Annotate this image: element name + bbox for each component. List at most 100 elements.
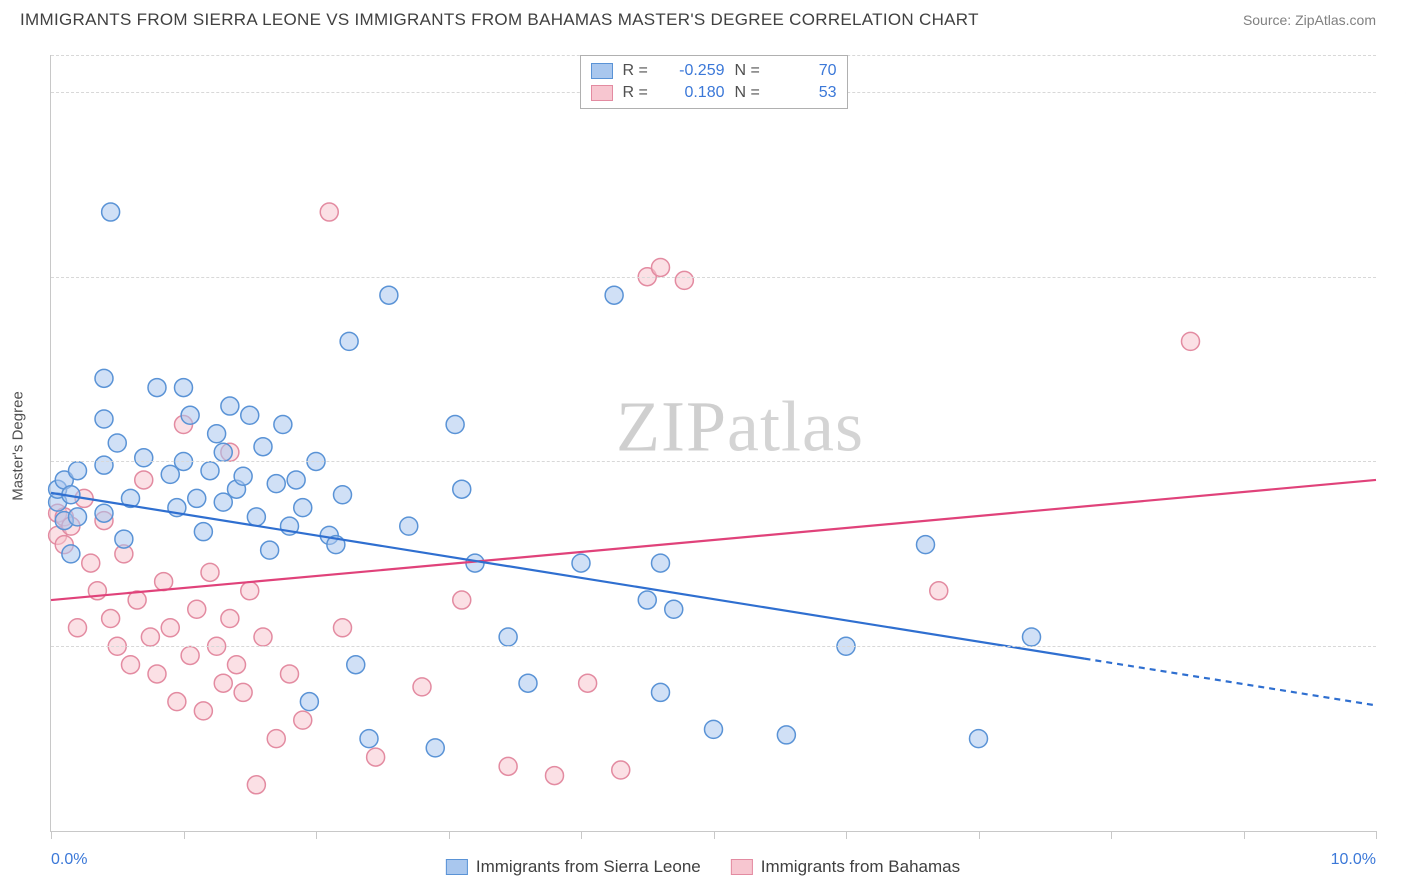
stats-row-2: R = 0.180 N = 53: [591, 82, 837, 104]
data-point: [247, 508, 265, 526]
data-point: [453, 480, 471, 498]
data-point: [122, 656, 140, 674]
x-tick-label: 0.0%: [51, 851, 87, 869]
data-point: [334, 486, 352, 504]
data-point: [446, 416, 464, 434]
swatch-series2: [731, 859, 753, 875]
y-tick-label: 10.0%: [1386, 637, 1406, 655]
data-point: [579, 674, 597, 692]
y-tick-label: 40.0%: [1386, 83, 1406, 101]
y-axis-label: Master's Degree: [10, 391, 27, 501]
data-point: [380, 286, 398, 304]
chart-area: ZIPatlas R = -0.259 N = 70 R = 0.180 N =…: [50, 55, 1376, 832]
data-point: [267, 475, 285, 493]
data-point: [652, 258, 670, 276]
data-point: [453, 591, 471, 609]
data-point: [95, 456, 113, 474]
data-point: [274, 416, 292, 434]
data-point: [400, 517, 418, 535]
data-point: [652, 554, 670, 572]
data-point: [181, 406, 199, 424]
stats-legend: R = -0.259 N = 70 R = 0.180 N = 53: [580, 55, 848, 109]
n-value-2: 53: [773, 84, 837, 102]
data-point: [228, 656, 246, 674]
data-point: [267, 730, 285, 748]
data-point: [300, 693, 318, 711]
x-tick: [979, 831, 980, 839]
data-point: [148, 665, 166, 683]
r-value-2: 0.180: [661, 84, 725, 102]
data-point: [254, 628, 272, 646]
data-point: [546, 767, 564, 785]
data-point: [675, 271, 693, 289]
data-point: [115, 530, 133, 548]
data-point: [519, 674, 537, 692]
data-point: [917, 536, 935, 554]
data-point: [294, 711, 312, 729]
data-point: [777, 726, 795, 744]
r-value-1: -0.259: [661, 62, 725, 80]
data-point: [970, 730, 988, 748]
data-point: [194, 523, 212, 541]
data-point: [1182, 332, 1200, 350]
swatch-series1: [446, 859, 468, 875]
x-tick: [1376, 831, 1377, 839]
data-point: [247, 776, 265, 794]
data-point: [214, 674, 232, 692]
data-point: [95, 410, 113, 428]
data-point: [320, 203, 338, 221]
data-point: [572, 554, 590, 572]
data-point: [241, 406, 259, 424]
x-tick: [449, 831, 450, 839]
data-point: [294, 499, 312, 517]
data-point: [95, 369, 113, 387]
data-point: [148, 379, 166, 397]
data-point: [168, 693, 186, 711]
data-point: [62, 545, 80, 563]
data-point: [69, 619, 87, 637]
x-tick: [51, 831, 52, 839]
data-point: [82, 554, 100, 572]
gridline: [51, 646, 1376, 647]
gridline: [51, 461, 1376, 462]
series-legend: Immigrants from Sierra Leone Immigrants …: [446, 857, 960, 877]
data-point: [426, 739, 444, 757]
data-point: [221, 397, 239, 415]
data-point: [201, 462, 219, 480]
data-point: [1023, 628, 1041, 646]
data-point: [188, 489, 206, 507]
source-label: Source: ZipAtlas.com: [1243, 12, 1376, 28]
n-label: N =: [735, 84, 763, 102]
data-point: [161, 619, 179, 637]
n-label: N =: [735, 62, 763, 80]
data-point: [652, 683, 670, 701]
data-point: [181, 646, 199, 664]
data-point: [175, 379, 193, 397]
x-tick-label: 10.0%: [1331, 851, 1376, 869]
data-point: [135, 471, 153, 489]
data-point: [208, 425, 226, 443]
data-point: [499, 628, 517, 646]
data-point: [254, 438, 272, 456]
data-point: [214, 443, 232, 461]
data-point: [612, 761, 630, 779]
data-point: [221, 610, 239, 628]
data-point: [108, 434, 126, 452]
x-tick: [316, 831, 317, 839]
legend-label-2: Immigrants from Bahamas: [761, 857, 960, 877]
data-point: [234, 467, 252, 485]
scatter-plot: [51, 55, 1376, 831]
data-point: [367, 748, 385, 766]
x-tick: [184, 831, 185, 839]
r-label: R =: [623, 84, 651, 102]
data-point: [499, 757, 517, 775]
data-point: [705, 720, 723, 738]
x-tick: [846, 831, 847, 839]
swatch-series1: [591, 63, 613, 79]
n-value-1: 70: [773, 62, 837, 80]
data-point: [102, 610, 120, 628]
data-point: [194, 702, 212, 720]
legend-item-2: Immigrants from Bahamas: [731, 857, 960, 877]
y-tick-label: 20.0%: [1386, 452, 1406, 470]
x-tick: [1244, 831, 1245, 839]
